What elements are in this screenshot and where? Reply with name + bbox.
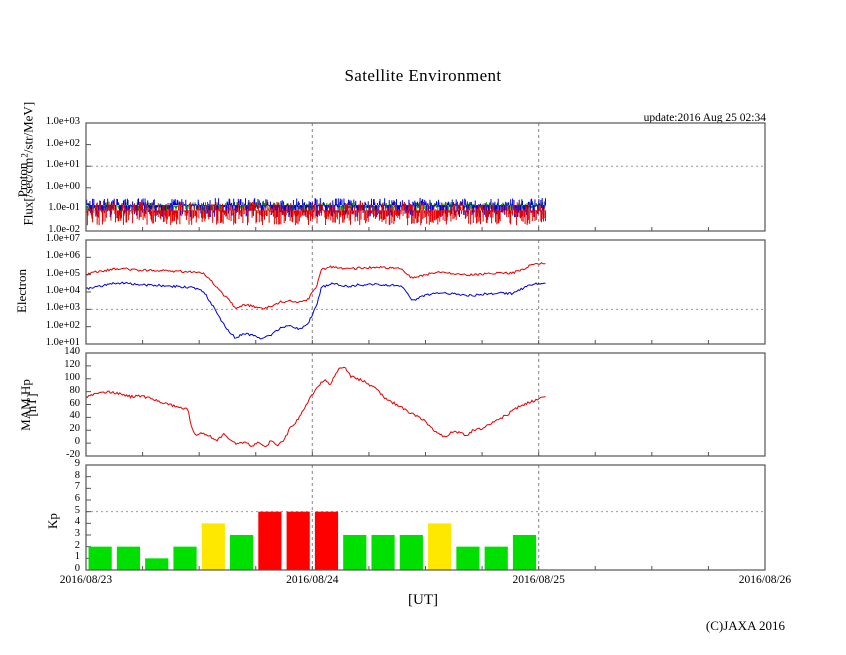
y-tick-label: -20 <box>66 449 80 460</box>
x-tick-label: 2016/08/25 <box>512 574 565 586</box>
y-tick-label: 20 <box>69 423 81 435</box>
kp-bar <box>116 546 141 570</box>
kp-bar <box>484 546 508 570</box>
kp-bar <box>145 558 169 570</box>
y-tick-label: 6 <box>74 493 80 504</box>
y-tick-label: 1.0e+07 <box>45 233 80 244</box>
proton-green-trace <box>85 202 546 212</box>
update-timestamp: update:2016 Aug 25 02:34 <box>643 112 766 124</box>
y-tick-label: 2 <box>74 539 80 551</box>
y-tick-label: 120 <box>64 358 80 370</box>
kp-bar <box>286 511 310 570</box>
x-tick-label: 2016/08/23 <box>59 574 113 586</box>
copyright-notice: (C)JAXA 2016 <box>705 618 785 633</box>
y-tick-label: 1.0e+04 <box>45 285 80 296</box>
kp-bar <box>371 535 395 570</box>
y-tick-label: 1.0e+05 <box>45 267 80 279</box>
kp-bar <box>230 535 254 570</box>
y-tick-label: 1.0e+01 <box>45 159 80 171</box>
page-title: Satellite Environment <box>344 66 502 85</box>
proton-blue-trace <box>85 197 546 218</box>
y-tick-label: 1 <box>74 551 80 563</box>
y-tick-label: 9 <box>74 458 80 469</box>
x-axis-label: [UT] <box>408 592 438 608</box>
kp-bar <box>201 523 225 570</box>
y-tick-label: 60 <box>69 397 81 409</box>
y-tick-label: 40 <box>69 410 81 422</box>
kp-bar <box>173 546 197 570</box>
y-tick-label: 1.0e-01 <box>48 202 80 214</box>
kp-bar <box>258 511 282 570</box>
y-tick-label: 80 <box>69 384 81 396</box>
y-tick-label: 4 <box>74 516 80 528</box>
kp-bar <box>512 535 537 570</box>
kp-bar <box>456 546 480 570</box>
panel-frame <box>85 122 766 232</box>
x-tick-label: 2016/08/26 <box>738 574 792 586</box>
y-tick-label: 1.0e-02 <box>48 224 80 235</box>
y-tick-label: 1.0e+00 <box>45 180 80 192</box>
y-tick-label: 1.0e+03 <box>45 302 80 314</box>
y-tick-label: 1.0e+01 <box>45 337 80 348</box>
kp-bar <box>88 546 112 570</box>
y-tick-label: 5 <box>74 504 80 516</box>
kp-bar <box>399 535 423 570</box>
kp-bar <box>428 523 452 570</box>
y-tick-label: 8 <box>74 469 80 481</box>
y-tick-label: 1.0e+02 <box>45 319 80 331</box>
kp-bar <box>314 511 339 570</box>
panel-frame <box>85 239 766 345</box>
electron-red-trace <box>85 262 546 310</box>
electron-blue-trace <box>85 281 546 340</box>
y-tick-label: 7 <box>74 481 80 493</box>
panel-frame <box>85 352 766 457</box>
y-tick-label: 1.0e+06 <box>45 250 80 262</box>
y-tick-label: 0 <box>74 436 80 448</box>
x-tick-label: 2016/08/24 <box>286 574 339 586</box>
panel-frame <box>85 464 766 571</box>
y-tick-label: 3 <box>74 528 80 539</box>
y-tick-label: 140 <box>64 346 80 357</box>
y-tick-label: 0 <box>74 563 80 574</box>
kp-bar <box>343 535 367 570</box>
y-tick-label: 100 <box>64 371 80 383</box>
mam-red-trace <box>85 366 546 448</box>
y-tick-label: 1.0e+02 <box>45 137 80 149</box>
proton-red-trace <box>85 201 546 226</box>
y-tick-label: 1.0e+03 <box>45 116 80 127</box>
